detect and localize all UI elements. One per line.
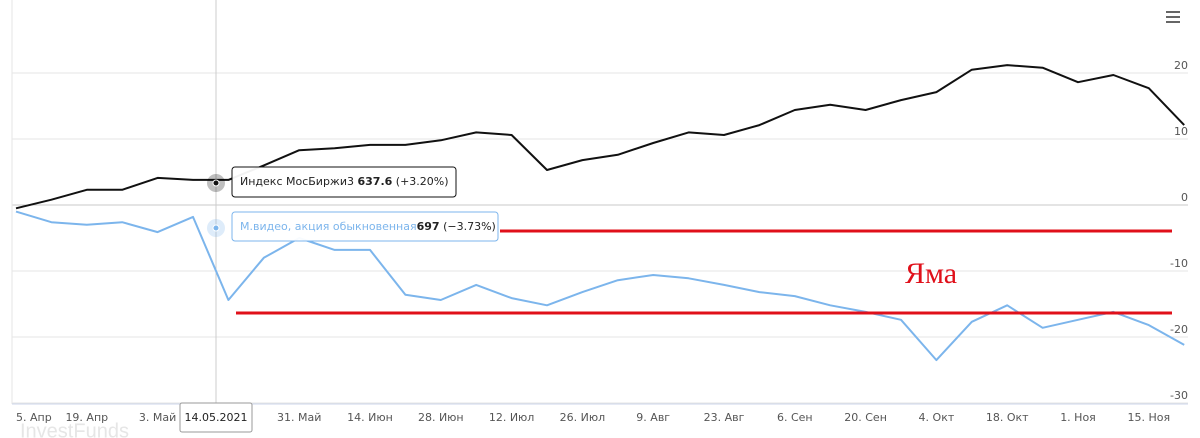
y-tick-label: -20 <box>1170 323 1188 336</box>
x-tick-label: 20. Сен <box>844 411 887 424</box>
hover-marker <box>212 179 220 187</box>
tooltip-value: 637.6 <box>358 175 393 188</box>
crosshair-label-box <box>179 402 253 433</box>
series-group <box>15 64 1185 362</box>
tooltip-series: М.видео, акция обыкновенная <box>240 220 417 233</box>
series-line <box>15 64 1185 210</box>
watermark: InvestFunds <box>20 420 129 438</box>
tooltip-text: Индекс МосБиржи3 637.6 (+3.20%) <box>240 175 449 188</box>
x-tick-label: 6. Сен <box>777 411 813 424</box>
tooltip-box <box>231 166 457 198</box>
crosshair-date: 14.05.2021 <box>185 411 248 424</box>
crosshair-label: 14.05.2021 <box>179 402 253 433</box>
tooltip-change: (−3.73%) <box>443 220 496 233</box>
series-line <box>15 210 1185 362</box>
x-tick-label: 1. Ноя <box>1060 411 1096 424</box>
x-tick-label: 5. Апр <box>16 411 52 424</box>
x-tick-label: 31. Май <box>277 411 321 424</box>
tooltip: Индекс МосБиржи3 637.6 (+3.20%) <box>231 166 457 198</box>
x-tick-label: 3. Май <box>139 411 176 424</box>
annotation: Яма <box>905 257 957 290</box>
y-tick-label: -30 <box>1170 389 1188 402</box>
x-tick-label: 18. Окт <box>986 411 1029 424</box>
x-tick-label: 15. Ноя <box>1127 411 1170 424</box>
tooltip-box <box>231 211 499 242</box>
x-tick-label: 23. Авг <box>704 411 745 424</box>
menu-icon[interactable] <box>1166 11 1180 23</box>
x-tick-label: 12. Июл <box>489 411 535 424</box>
x-tick-label: 26. Июл <box>560 411 606 424</box>
x-tick-label: 4. Окт <box>919 411 955 424</box>
y-tick-label: 10 <box>1174 125 1188 138</box>
tooltip: М.видео, акция обыкновенная697 (−3.73%) <box>231 211 499 242</box>
x-tick-label: 9. Авг <box>636 411 670 424</box>
tooltip-series: Индекс МосБиржи3 <box>240 175 354 188</box>
tooltip-value: 697 <box>417 220 440 233</box>
tooltip-change: (+3.20%) <box>396 175 449 188</box>
x-axis: 5. Апр 19. Апр 3. Май 31. Май 14. Июн 28. Июн… <box>16 411 1170 424</box>
y-tick-label: -10 <box>1170 257 1188 270</box>
x-tick-label: 14. Июн <box>347 411 393 424</box>
tooltip-text: М.видео, акция обыкновенная697 (−3.73%) <box>240 220 496 233</box>
grid: 20 10 0 -10 -20 -30 <box>12 59 1188 404</box>
x-tick-label: 28. Июн <box>418 411 464 424</box>
y-tick-label: 20 <box>1174 59 1188 72</box>
hover-marker <box>212 224 220 232</box>
x-tick-label: 19. Апр <box>65 411 108 424</box>
y-tick-label: 0 <box>1181 191 1188 204</box>
